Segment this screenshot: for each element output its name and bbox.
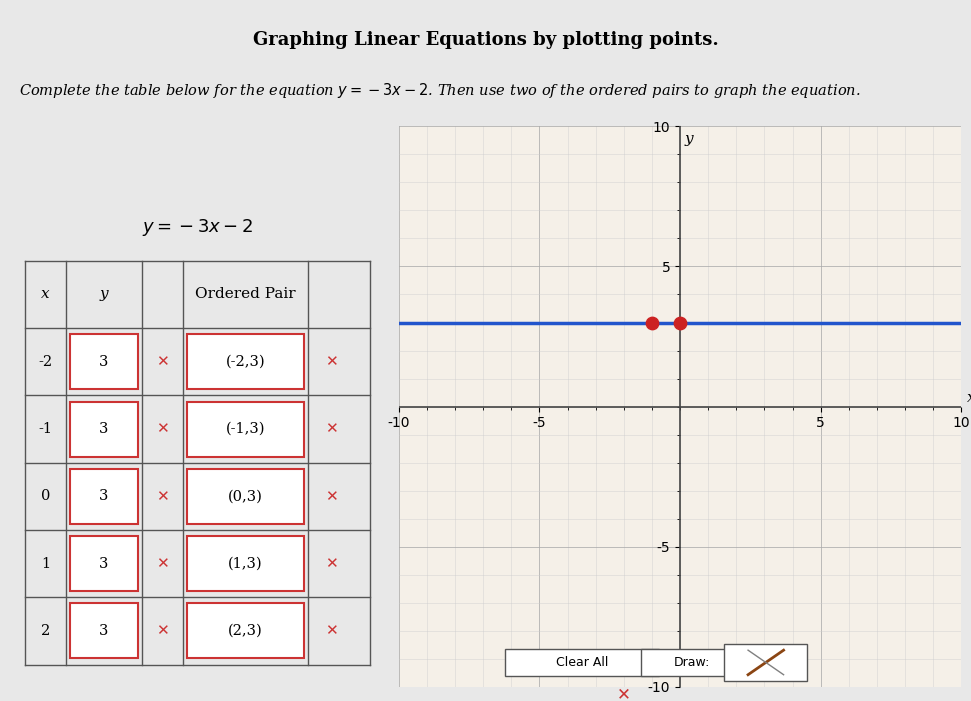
Text: -2: -2 [38, 355, 52, 369]
FancyBboxPatch shape [70, 604, 138, 658]
FancyBboxPatch shape [187, 469, 304, 524]
Text: (2,3): (2,3) [228, 624, 263, 638]
Text: Clear All: Clear All [556, 656, 609, 669]
Text: (-2,3): (-2,3) [225, 355, 265, 369]
Text: ✕: ✕ [325, 489, 338, 504]
FancyBboxPatch shape [187, 604, 304, 658]
Point [672, 317, 687, 328]
FancyBboxPatch shape [187, 536, 304, 591]
Text: Complete the table below for the equation $y = -3x - 2$. Then use two of the ord: Complete the table below for the equatio… [19, 81, 861, 100]
Text: ✕: ✕ [325, 421, 338, 437]
Text: 3: 3 [99, 624, 109, 638]
Text: 3: 3 [99, 355, 109, 369]
Text: (1,3): (1,3) [228, 557, 263, 571]
Text: y: y [100, 287, 109, 301]
Text: x: x [967, 391, 971, 405]
Text: ✕: ✕ [617, 686, 630, 701]
Text: ✕: ✕ [156, 421, 169, 437]
FancyBboxPatch shape [70, 402, 138, 456]
Text: ✕: ✕ [325, 623, 338, 639]
FancyBboxPatch shape [505, 649, 659, 676]
FancyBboxPatch shape [187, 334, 304, 389]
Text: ✕: ✕ [156, 354, 169, 369]
Text: (0,3): (0,3) [228, 489, 263, 503]
Text: 3: 3 [99, 422, 109, 436]
Text: 1: 1 [41, 557, 50, 571]
Text: 2: 2 [41, 624, 50, 638]
FancyBboxPatch shape [187, 402, 304, 456]
Text: ✕: ✕ [156, 489, 169, 504]
FancyBboxPatch shape [642, 649, 742, 676]
Text: x: x [41, 287, 50, 301]
Text: 0: 0 [41, 489, 50, 503]
Text: Draw:: Draw: [674, 656, 710, 669]
Text: 3: 3 [99, 489, 109, 503]
Text: Graphing Linear Equations by plotting points.: Graphing Linear Equations by plotting po… [252, 32, 719, 49]
Text: ✕: ✕ [156, 556, 169, 571]
Text: ✕: ✕ [325, 556, 338, 571]
FancyBboxPatch shape [70, 536, 138, 591]
FancyBboxPatch shape [70, 334, 138, 389]
Text: $y = -3x - 2$: $y = -3x - 2$ [142, 217, 252, 238]
Text: y: y [685, 132, 692, 146]
Point [644, 317, 659, 328]
FancyBboxPatch shape [724, 644, 807, 681]
Text: ✕: ✕ [156, 623, 169, 639]
Text: -1: -1 [39, 422, 52, 436]
FancyBboxPatch shape [70, 469, 138, 524]
Text: 3: 3 [99, 557, 109, 571]
Text: (-1,3): (-1,3) [226, 422, 265, 436]
Text: Ordered Pair: Ordered Pair [195, 287, 296, 301]
Text: ✕: ✕ [325, 354, 338, 369]
